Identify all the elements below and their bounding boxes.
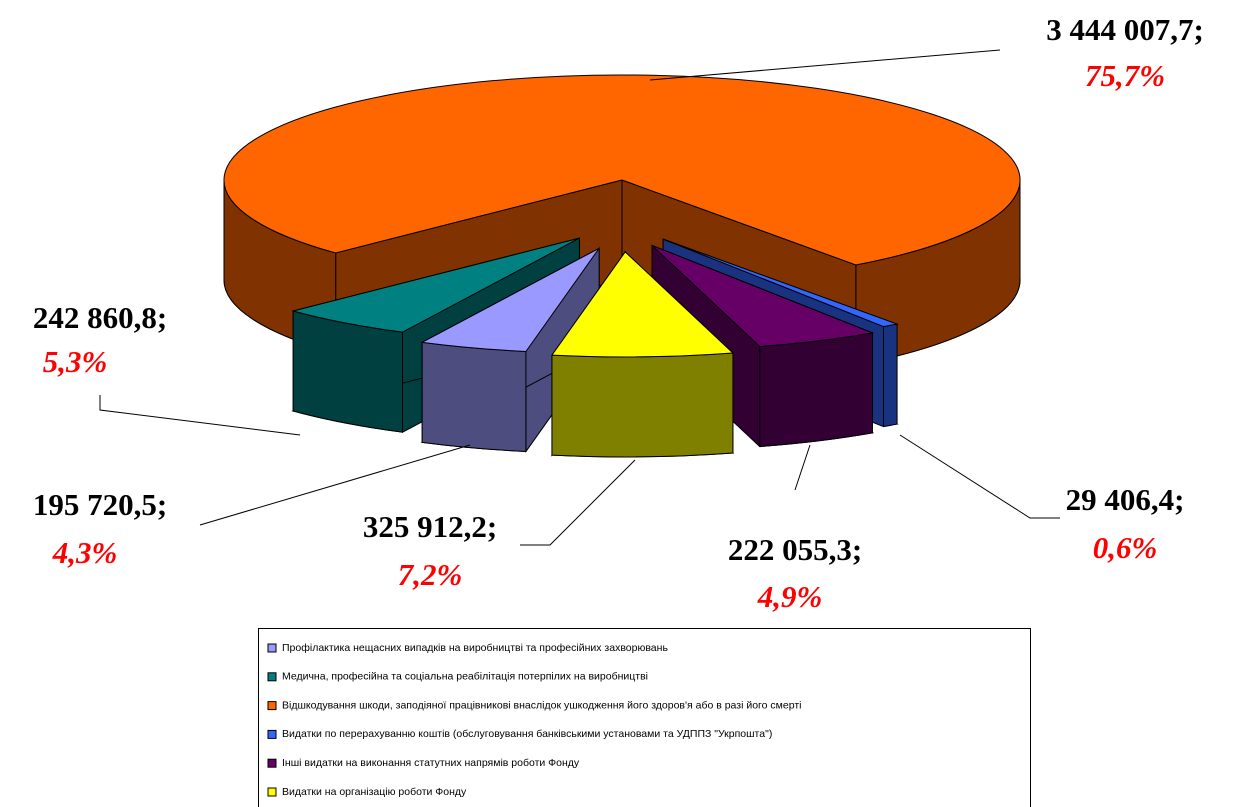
leader-line — [199, 444, 471, 526]
slice-side — [551, 352, 734, 458]
leader-line — [649, 49, 1001, 81]
value-label: 3 444 007,7; — [1046, 12, 1204, 47]
value-label: 242 860,8; — [33, 300, 167, 335]
slice-top — [420, 247, 600, 352]
legend-label: Інші видатки на виконання статутних напр… — [282, 757, 580, 769]
value-label: 195 720,5; — [33, 487, 167, 522]
legend-label: Видатки на організацію роботи Фонду — [282, 786, 467, 798]
slice-top — [662, 238, 899, 328]
slice-top — [551, 251, 735, 358]
legend-label: Профілактика нещасних випадків на виробн… — [282, 642, 668, 654]
slice-side — [883, 323, 898, 428]
share-label: 0,6% — [1093, 530, 1158, 565]
slice-top — [291, 237, 580, 333]
legend-swatch — [267, 643, 277, 653]
slice-side — [759, 332, 873, 448]
value-label: 29 406,4; — [1066, 482, 1185, 517]
legend-label: Видатки по перерахуванню коштів (обслуго… — [282, 728, 772, 740]
leader-line — [520, 459, 636, 546]
slice-top — [651, 244, 875, 348]
legend-swatch — [267, 701, 277, 711]
legend-swatch — [267, 758, 277, 768]
share-label: 4,3% — [52, 535, 118, 570]
legend-label: Медична, професійна та соціальна реабілі… — [282, 671, 648, 683]
slice — [551, 250, 735, 458]
value-label: 325 912,2; — [363, 509, 497, 544]
value-label: 222 055,3; — [728, 532, 862, 567]
slice-top — [223, 74, 1021, 266]
slice-side — [421, 341, 527, 453]
leader-line — [899, 434, 1060, 519]
legend-swatch — [267, 729, 277, 739]
share-label: 75,7% — [1085, 58, 1165, 93]
leader-line — [99, 395, 301, 436]
legend-swatch — [267, 787, 277, 797]
legend-swatch — [267, 672, 277, 682]
legend-label: Відшкодування шкоди, заподіяної працівни… — [282, 699, 801, 711]
share-label: 7,2% — [398, 557, 463, 592]
leader-line — [794, 444, 811, 491]
legend-box — [258, 628, 1031, 807]
share-label: 5,3% — [43, 344, 108, 379]
share-label: 4,9% — [757, 579, 823, 614]
